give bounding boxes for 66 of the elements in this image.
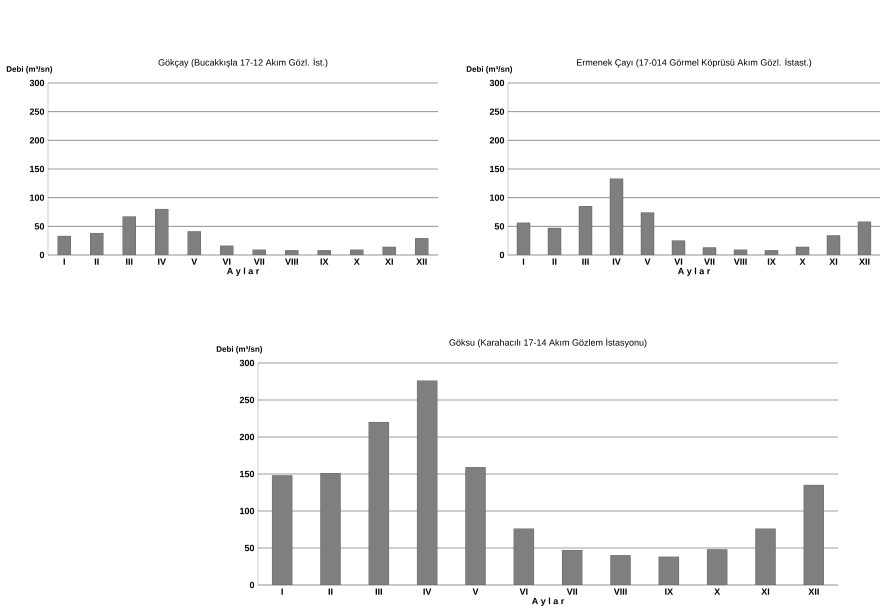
x-tick-label: VI bbox=[674, 258, 682, 265]
y-tick-label: 200 bbox=[240, 434, 254, 440]
x-tick-label: I bbox=[522, 258, 524, 265]
x-tick-label: XII bbox=[808, 588, 819, 595]
y-tick-label: 200 bbox=[490, 137, 504, 144]
chart-title: Gökçay (Bucakkışla 17-12 Akım Gözl. İst.) bbox=[158, 58, 328, 68]
x-tick-label: VIII bbox=[285, 258, 298, 265]
y-tick-label: 250 bbox=[30, 108, 44, 115]
x-tick-label: VI bbox=[520, 588, 528, 595]
x-axis-title: A y l a r bbox=[226, 268, 260, 276]
x-tick-label: II bbox=[328, 588, 332, 595]
y-tick-label: 300 bbox=[240, 360, 254, 366]
y-tick-label: 100 bbox=[240, 508, 254, 514]
y-tick-label: 50 bbox=[34, 223, 44, 230]
y-tick-label: 0 bbox=[40, 252, 44, 258]
y-axis-title: Debi (m³/sn) bbox=[466, 66, 512, 74]
x-tick-label: III bbox=[376, 588, 382, 595]
x-axis-title: A y l a r bbox=[678, 268, 710, 276]
x-tick-label: VIII bbox=[614, 588, 627, 595]
x-tick-label: I bbox=[64, 258, 65, 265]
x-tick-label: IV bbox=[424, 588, 432, 595]
y-tick-label: 150 bbox=[490, 166, 504, 172]
y-tick-label: 100 bbox=[30, 194, 44, 201]
y-tick-label: 250 bbox=[490, 108, 504, 115]
x-axis-title: A y l a r bbox=[532, 598, 564, 606]
y-axis-title: Debi (m³/sn) bbox=[216, 346, 262, 354]
y-tick-label: 300 bbox=[490, 80, 504, 86]
y-tick-label: 50 bbox=[494, 223, 504, 230]
x-tick-label: IV bbox=[612, 258, 621, 265]
x-tick-label: X bbox=[800, 258, 806, 265]
x-tick-label: VI bbox=[222, 258, 230, 265]
y-tick-label: 200 bbox=[30, 137, 44, 144]
x-tick-label: VII bbox=[566, 588, 578, 595]
y-tick-label: 100 bbox=[490, 194, 504, 201]
y-tick-label: 250 bbox=[240, 396, 254, 404]
x-tick-label: IX bbox=[768, 258, 776, 265]
x-tick-label: XI bbox=[761, 588, 770, 595]
x-tick-label: XII bbox=[416, 258, 427, 265]
x-tick-label: VII bbox=[704, 258, 714, 265]
x-tick-label: XII bbox=[859, 258, 870, 265]
x-tick-label: II bbox=[552, 258, 556, 265]
x-tick-label: IV bbox=[158, 258, 166, 265]
x-tick-label: V bbox=[472, 588, 478, 595]
x-tick-label: VII bbox=[254, 258, 264, 265]
y-tick-label: 0 bbox=[500, 252, 504, 258]
x-tick-label: V bbox=[191, 258, 198, 265]
x-tick-label: X bbox=[354, 258, 360, 265]
x-tick-label: X bbox=[714, 588, 720, 595]
x-tick-label: XI bbox=[385, 258, 393, 265]
x-tick-label: II bbox=[94, 258, 99, 265]
x-tick-label: IX bbox=[320, 258, 328, 265]
y-tick-label: 150 bbox=[30, 166, 44, 172]
x-tick-label: III bbox=[582, 258, 589, 265]
chart-title: Ermenek Çayı (17-014 Görmel Köprüsü Akım Gözl. İstast.) bbox=[577, 58, 812, 68]
y-tick-label: 50 bbox=[244, 544, 254, 552]
x-tick-label: I bbox=[282, 588, 283, 595]
x-tick-label: VIII bbox=[734, 258, 747, 265]
y-tick-label: 0 bbox=[250, 582, 254, 588]
chart-title: Göksu (Karahacılı 17-14 Akım Gözlem İstasyonu) bbox=[449, 338, 646, 348]
x-tick-label: V bbox=[644, 258, 650, 265]
y-axis-title: Debi (m³/sn) bbox=[6, 66, 52, 74]
y-tick-label: 150 bbox=[240, 470, 254, 478]
x-tick-label: III bbox=[126, 258, 132, 265]
x-tick-label: IX bbox=[665, 588, 674, 595]
y-tick-label: 300 bbox=[30, 80, 44, 86]
x-tick-label: XI bbox=[829, 258, 838, 265]
